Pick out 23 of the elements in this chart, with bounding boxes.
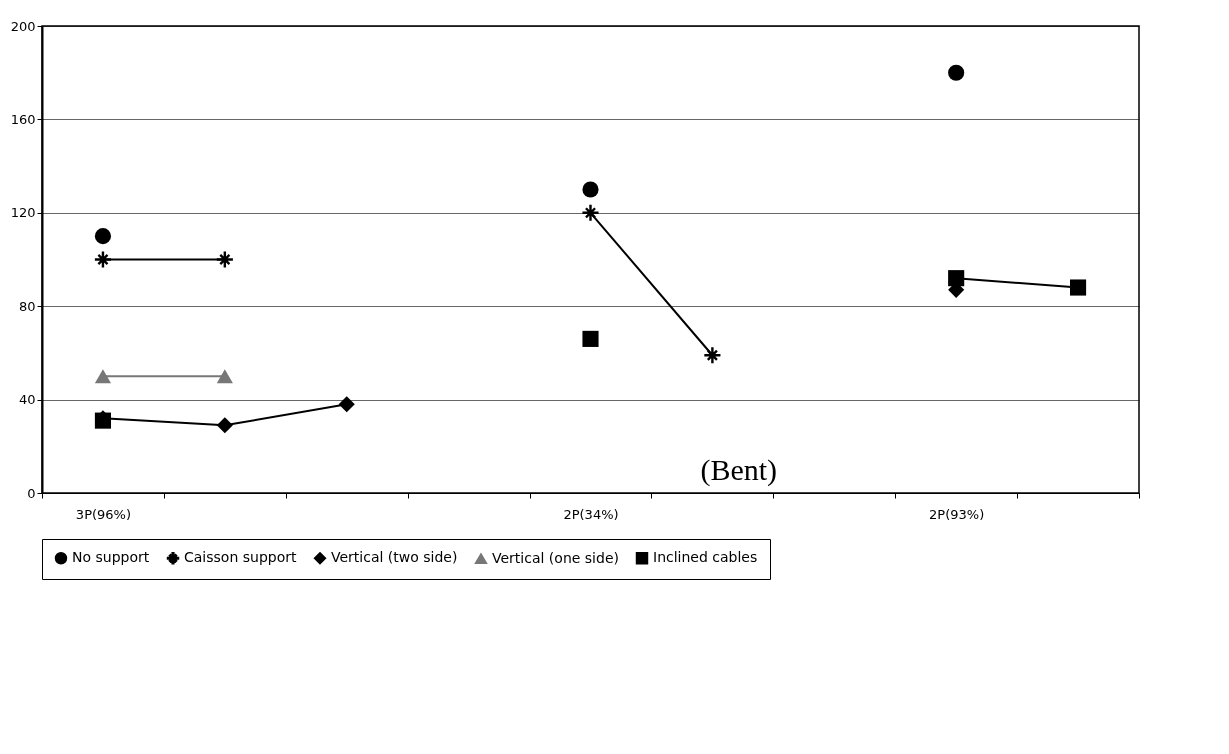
x-tick-label: 2P(34%) — [563, 506, 619, 522]
y-tick-label: 80 — [18, 298, 36, 314]
y-tick-label: 0 — [27, 485, 36, 501]
point — [582, 181, 599, 198]
point — [338, 396, 355, 413]
point — [582, 330, 599, 347]
point — [94, 228, 112, 245]
point — [1069, 279, 1087, 296]
y-tick-label: 120 — [10, 205, 36, 221]
x-tick-label: 2P(93%) — [929, 506, 985, 522]
point — [948, 64, 965, 81]
y-tick-label: 40 — [18, 392, 36, 408]
point — [216, 417, 233, 434]
legend-label: Vertical (one side) — [492, 549, 619, 566]
annotation: (Bent) — [700, 453, 778, 487]
y-tick-label: 200 — [10, 18, 36, 34]
point — [948, 270, 965, 287]
legend-label: No support — [72, 549, 150, 566]
x-tick-label: 3P(96%) — [75, 506, 132, 522]
legend-label: Caisson support — [184, 549, 297, 566]
legend-label: Inclined cables — [653, 549, 758, 566]
legend-label: Vertical (two side) — [331, 549, 458, 566]
y-tick-label: 160 — [10, 111, 36, 127]
